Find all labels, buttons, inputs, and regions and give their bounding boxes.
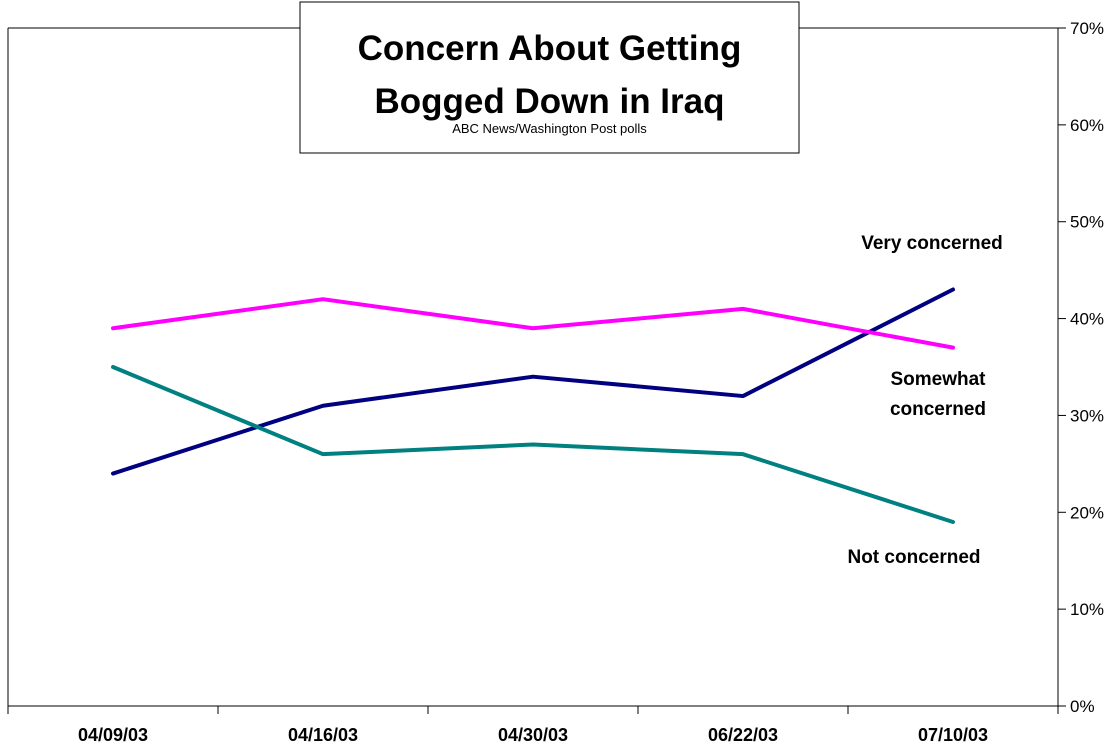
axes — [7, 27, 1066, 714]
tick-labels: 0% 10% 20% 30% 40% 50% 60% 70% 04/09/03 04/16/03 0… — [78, 19, 1104, 745]
series-label-somewhat-concerned: Somewhat — [890, 369, 986, 390]
y-tick-label: 70% — [1070, 19, 1104, 38]
y-tick-label: 20% — [1070, 503, 1104, 522]
series-line-very-concerned — [111, 287, 955, 476]
series-label-not-concerned: Not concerned — [847, 547, 980, 568]
chart-title-line-2: Bogged Down in Iraq — [375, 82, 725, 121]
series-labels: Very concerned Somewhat concerned Not conce… — [847, 233, 1002, 568]
x-tick-label: 04/30/03 — [498, 725, 568, 745]
chart-subtitle: ABC News/Washington Post polls — [452, 121, 647, 136]
x-tick-label: 07/10/03 — [918, 725, 988, 745]
y-tick-label: 30% — [1070, 406, 1104, 425]
series-lines — [111, 287, 955, 524]
x-tick-label: 04/16/03 — [288, 725, 358, 745]
y-tick-label: 40% — [1070, 310, 1104, 329]
y-tick-label: 0% — [1070, 697, 1095, 716]
y-tick-label: 60% — [1070, 116, 1104, 135]
y-tick-label: 10% — [1070, 600, 1104, 619]
x-tick-label: 06/22/03 — [708, 725, 778, 745]
x-tick-label: 04/09/03 — [78, 725, 148, 745]
series-label-very-concerned: Very concerned — [861, 233, 1003, 254]
y-tick-label: 50% — [1070, 213, 1104, 232]
series-label-somewhat-concerned: concerned — [890, 399, 986, 420]
series-line-somewhat-concerned — [111, 297, 955, 350]
chart-title-line-1: Concern About Getting — [358, 29, 742, 68]
title-box: Concern About Getting Bogged Down in Ira… — [299, 1, 800, 154]
series-line-not-concerned — [111, 365, 955, 524]
title-box-frame — [299, 1, 800, 154]
